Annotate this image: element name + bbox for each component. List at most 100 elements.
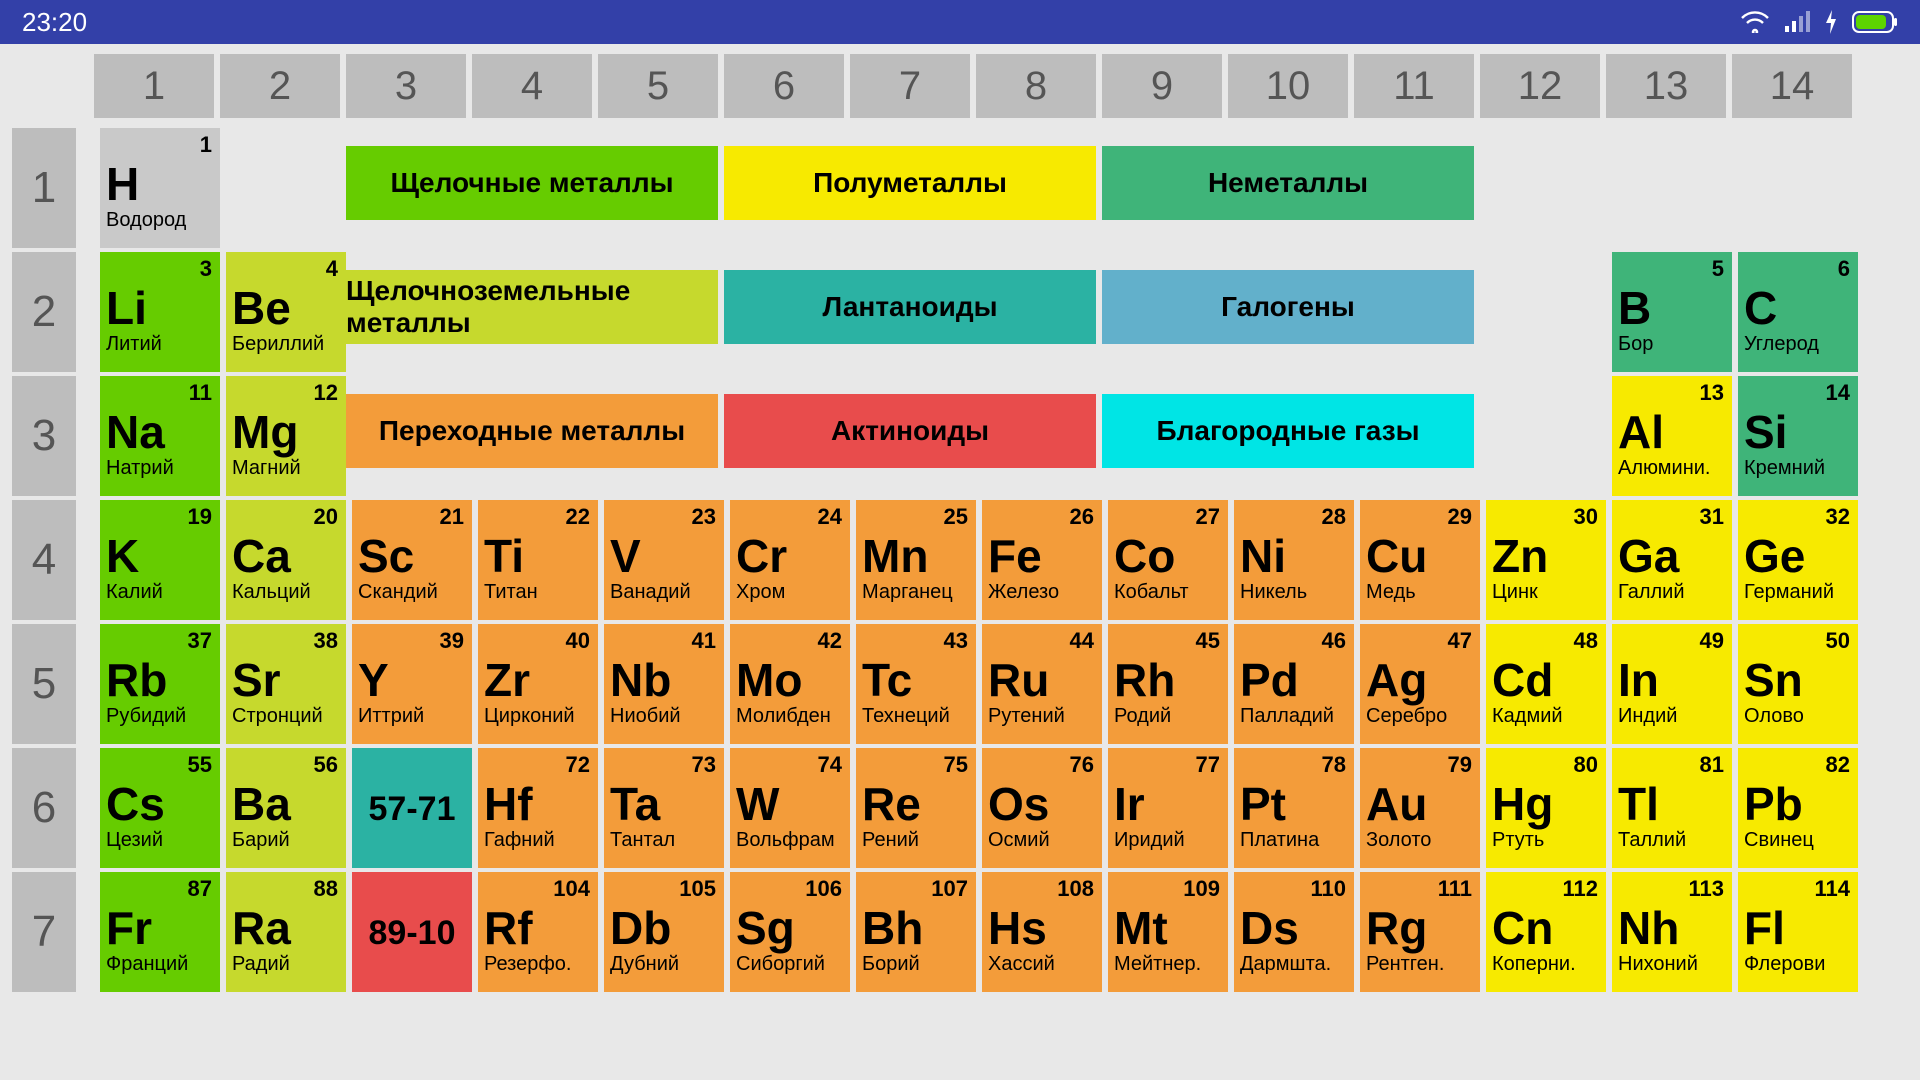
- element-cell[interactable]: 75ReРений: [856, 748, 976, 868]
- element-symbol: Db: [610, 905, 671, 951]
- element-cell[interactable]: 72HfГафний: [478, 748, 598, 868]
- element-cell[interactable]: 27CoКобальт: [1108, 500, 1228, 620]
- element-cell[interactable]: 80HgРтуть: [1486, 748, 1606, 868]
- element-cell[interactable]: 76OsОсмий: [982, 748, 1102, 868]
- atomic-number: 104: [553, 876, 590, 902]
- element-cell[interactable]: 43TcТехнеций: [856, 624, 976, 744]
- element-cell[interactable]: 110DsДармшта.: [1234, 872, 1354, 992]
- element-cell[interactable]: 46PdПалладий: [1234, 624, 1354, 744]
- atomic-number: 12: [314, 380, 338, 406]
- element-cell[interactable]: 29CuМедь: [1360, 500, 1480, 620]
- element-cell[interactable]: 32GeГерманий: [1738, 500, 1858, 620]
- legend-item[interactable]: Щелочноземельные металлы: [346, 270, 718, 344]
- element-cell[interactable]: 4BeБериллий: [226, 252, 346, 372]
- element-cell[interactable]: 48CdКадмий: [1486, 624, 1606, 744]
- element-cell[interactable]: 1HВодород: [100, 128, 220, 248]
- element-cell[interactable]: 74WВольфрам: [730, 748, 850, 868]
- element-cell[interactable]: 114FlФлерови: [1738, 872, 1858, 992]
- element-cell[interactable]: 37RbРубидий: [100, 624, 220, 744]
- element-name: Мейтнер.: [1114, 953, 1222, 976]
- element-symbol: Ni: [1240, 533, 1286, 579]
- element-cell[interactable]: 41NbНиобий: [604, 624, 724, 744]
- element-cell[interactable]: 49InИндий: [1612, 624, 1732, 744]
- element-cell[interactable]: 77IrИридий: [1108, 748, 1228, 868]
- element-cell[interactable]: 38SrСтронций: [226, 624, 346, 744]
- legend-item[interactable]: Лантаноиды: [724, 270, 1096, 344]
- battery-icon: [1852, 11, 1898, 33]
- legend-item[interactable]: Полуметаллы: [724, 146, 1096, 220]
- element-name: Родий: [1114, 705, 1222, 728]
- status-bar: 23:20: [0, 0, 1920, 44]
- element-cell[interactable]: 39YИттрий: [352, 624, 472, 744]
- element-cell[interactable]: 44RuРутений: [982, 624, 1102, 744]
- element-cell[interactable]: 104RfРезерфо.: [478, 872, 598, 992]
- legend-item[interactable]: Неметаллы: [1102, 146, 1474, 220]
- element-cell[interactable]: 31GaГаллий: [1612, 500, 1732, 620]
- element-cell[interactable]: 82PbСвинец: [1738, 748, 1858, 868]
- element-cell[interactable]: 24CrХром: [730, 500, 850, 620]
- element-cell[interactable]: 109MtМейтнер.: [1108, 872, 1228, 992]
- element-symbol: Os: [988, 781, 1049, 827]
- period-header: 2: [12, 252, 76, 372]
- element-cell[interactable]: 28NiНикель: [1234, 500, 1354, 620]
- element-cell[interactable]: 88RaРадий: [226, 872, 346, 992]
- element-cell[interactable]: 107BhБорий: [856, 872, 976, 992]
- group-header: 1: [94, 54, 214, 118]
- element-cell[interactable]: 87FrФранций: [100, 872, 220, 992]
- element-cell[interactable]: 21ScСкандий: [352, 500, 472, 620]
- element-cell[interactable]: 26FeЖелезо: [982, 500, 1102, 620]
- atomic-number: 111: [1438, 876, 1472, 902]
- atomic-number: 25: [944, 504, 968, 530]
- atomic-number: 78: [1322, 752, 1346, 778]
- element-cell[interactable]: 106SgСиборгий: [730, 872, 850, 992]
- element-cell[interactable]: 5BБор: [1612, 252, 1732, 372]
- element-cell[interactable]: 81TlТаллий: [1612, 748, 1732, 868]
- element-cell[interactable]: 47AgСеребро: [1360, 624, 1480, 744]
- atomic-number: 56: [314, 752, 338, 778]
- element-cell[interactable]: 113NhНихоний: [1612, 872, 1732, 992]
- period-header: 4: [12, 500, 76, 620]
- atomic-number: 46: [1322, 628, 1346, 654]
- element-cell[interactable]: 40ZrЦирконий: [478, 624, 598, 744]
- element-cell[interactable]: 56BaБарий: [226, 748, 346, 868]
- periodic-table[interactable]: 1234567891011121314 11HВодород23LiЛитий4…: [0, 44, 1920, 992]
- period-header: 6: [12, 748, 76, 868]
- element-cell[interactable]: 78PtПлатина: [1234, 748, 1354, 868]
- element-cell[interactable]: 14SiКремний: [1738, 376, 1858, 496]
- element-cell[interactable]: 30ZnЦинк: [1486, 500, 1606, 620]
- element-cell[interactable]: 3LiЛитий: [100, 252, 220, 372]
- element-cell[interactable]: 20CaКальций: [226, 500, 346, 620]
- element-cell[interactable]: 79AuЗолото: [1360, 748, 1480, 868]
- element-cell[interactable]: 25MnМарганец: [856, 500, 976, 620]
- element-range-cell[interactable]: 57-71: [352, 748, 472, 868]
- period-header: 3: [12, 376, 76, 496]
- element-cell[interactable]: 22TiТитан: [478, 500, 598, 620]
- element-cell[interactable]: 108HsХассий: [982, 872, 1102, 992]
- legend-item[interactable]: Переходные металлы: [346, 394, 718, 468]
- element-cell[interactable]: 12MgМагний: [226, 376, 346, 496]
- element-range-cell[interactable]: 89-10: [352, 872, 472, 992]
- legend-item[interactable]: Щелочные металлы: [346, 146, 718, 220]
- element-cell[interactable]: 19KКалий: [100, 500, 220, 620]
- legend-item[interactable]: Благородные газы: [1102, 394, 1474, 468]
- atomic-number: 5: [1712, 256, 1724, 282]
- element-cell[interactable]: 50SnОлово: [1738, 624, 1858, 744]
- element-cell[interactable]: 112CnКоперни.: [1486, 872, 1606, 992]
- element-name: Галлий: [1618, 581, 1726, 604]
- element-cell[interactable]: 13AlАлюмини.: [1612, 376, 1732, 496]
- element-cell[interactable]: 42MoМолибден: [730, 624, 850, 744]
- group-header: 2: [220, 54, 340, 118]
- legend-item[interactable]: Актиноиды: [724, 394, 1096, 468]
- element-cell[interactable]: 55CsЦезий: [100, 748, 220, 868]
- element-cell[interactable]: 45RhРодий: [1108, 624, 1228, 744]
- element-name: Сиборгий: [736, 953, 844, 976]
- legend-item[interactable]: Галогены: [1102, 270, 1474, 344]
- element-symbol: C: [1744, 285, 1777, 331]
- element-cell[interactable]: 23VВанадий: [604, 500, 724, 620]
- element-cell[interactable]: 111RgРентген.: [1360, 872, 1480, 992]
- element-cell[interactable]: 6CУглерод: [1738, 252, 1858, 372]
- element-cell[interactable]: 105DbДубний: [604, 872, 724, 992]
- element-cell[interactable]: 73TaТантал: [604, 748, 724, 868]
- atomic-number: 48: [1574, 628, 1598, 654]
- element-cell[interactable]: 11NaНатрий: [100, 376, 220, 496]
